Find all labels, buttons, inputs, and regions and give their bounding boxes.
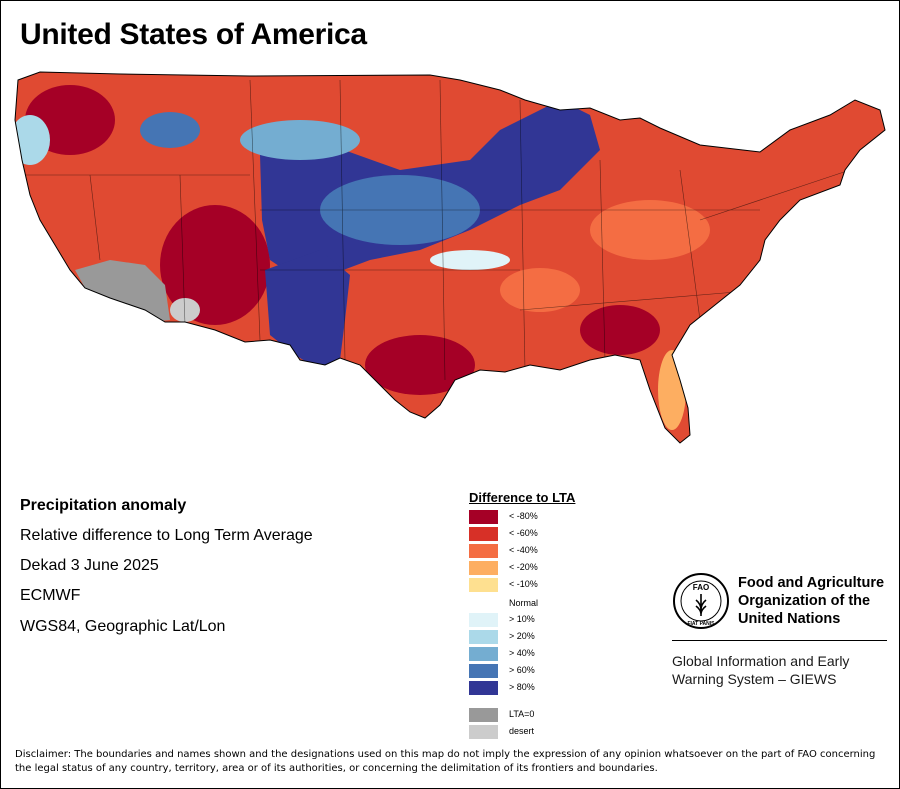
country-outline [14, 71, 886, 444]
legend-label: < -60% [509, 528, 538, 538]
legend-title: Difference to LTA [469, 490, 576, 505]
map-raster [15, 72, 885, 443]
legend-label: > 40% [509, 648, 535, 658]
fao-logo-motto: FIAT PANIS [687, 621, 715, 627]
legend-swatch [469, 578, 498, 592]
legend-label: < -10% [509, 579, 538, 589]
legend-swatch [469, 613, 498, 627]
info-source: ECMWF [20, 587, 81, 604]
legend-label: > 60% [509, 665, 535, 675]
state-boundaries [20, 79, 851, 381]
legend-label: < -40% [509, 545, 538, 555]
legend-swatch [469, 510, 498, 524]
legend-swatch [469, 708, 498, 722]
legend-normal-label: Normal [509, 598, 539, 608]
info-subtitle: Relative difference to Long Term Average [20, 527, 313, 544]
legend-swatch [469, 725, 498, 739]
legend-label: desert [509, 726, 535, 736]
legend-label: < -80% [509, 511, 538, 521]
giews-system-name: Global Information and Early Warning Sys… [672, 653, 850, 687]
logo-divider [672, 640, 887, 641]
slightly-dry-florida [658, 350, 686, 430]
dry-core-southeast [580, 305, 660, 355]
legend-label: > 10% [509, 614, 535, 624]
moderate-dry-east [590, 200, 710, 260]
near-normal-band [430, 250, 510, 270]
legend-swatch [469, 544, 498, 558]
legend-label: LTA=0 [509, 709, 535, 719]
precipitation-anomaly-map [14, 71, 886, 444]
fao-logo-letters: FAO [693, 583, 709, 592]
wet-fringe-northern-plains [240, 120, 360, 160]
legend-label: > 20% [509, 631, 535, 641]
legend-swatch [469, 630, 498, 644]
dry-core-texas [365, 335, 475, 395]
moderate-dry-south [500, 268, 580, 312]
wet-region-new-mexico [265, 250, 350, 370]
dry-core-southwest [160, 205, 270, 325]
legend-swatch [469, 647, 498, 661]
info-period: Dekad 3 June 2025 [20, 557, 159, 574]
desert-region [170, 298, 200, 322]
map-title: United States of America [20, 18, 367, 51]
info-projection: WGS84, Geographic Lat/Lon [20, 618, 226, 635]
fao-emblem-icon: FAO FIAT PANIS [673, 573, 729, 629]
wet-patch-pacific-northwest [15, 115, 50, 165]
legend-label: < -20% [509, 562, 538, 572]
legend-swatch [469, 527, 498, 541]
disclaimer-text: Disclaimer: The boundaries and names sho… [15, 749, 876, 774]
legend-swatch [469, 561, 498, 575]
legend-swatch [469, 681, 498, 695]
legend-label: > 80% [509, 682, 535, 692]
legend-swatch [469, 664, 498, 678]
lta-zero-region [75, 260, 170, 322]
fao-organization-name: Food and Agriculture Organization of the… [738, 575, 885, 627]
info-heading: Precipitation anomaly [20, 497, 187, 514]
wet-patch-northern-rockies [140, 112, 200, 148]
